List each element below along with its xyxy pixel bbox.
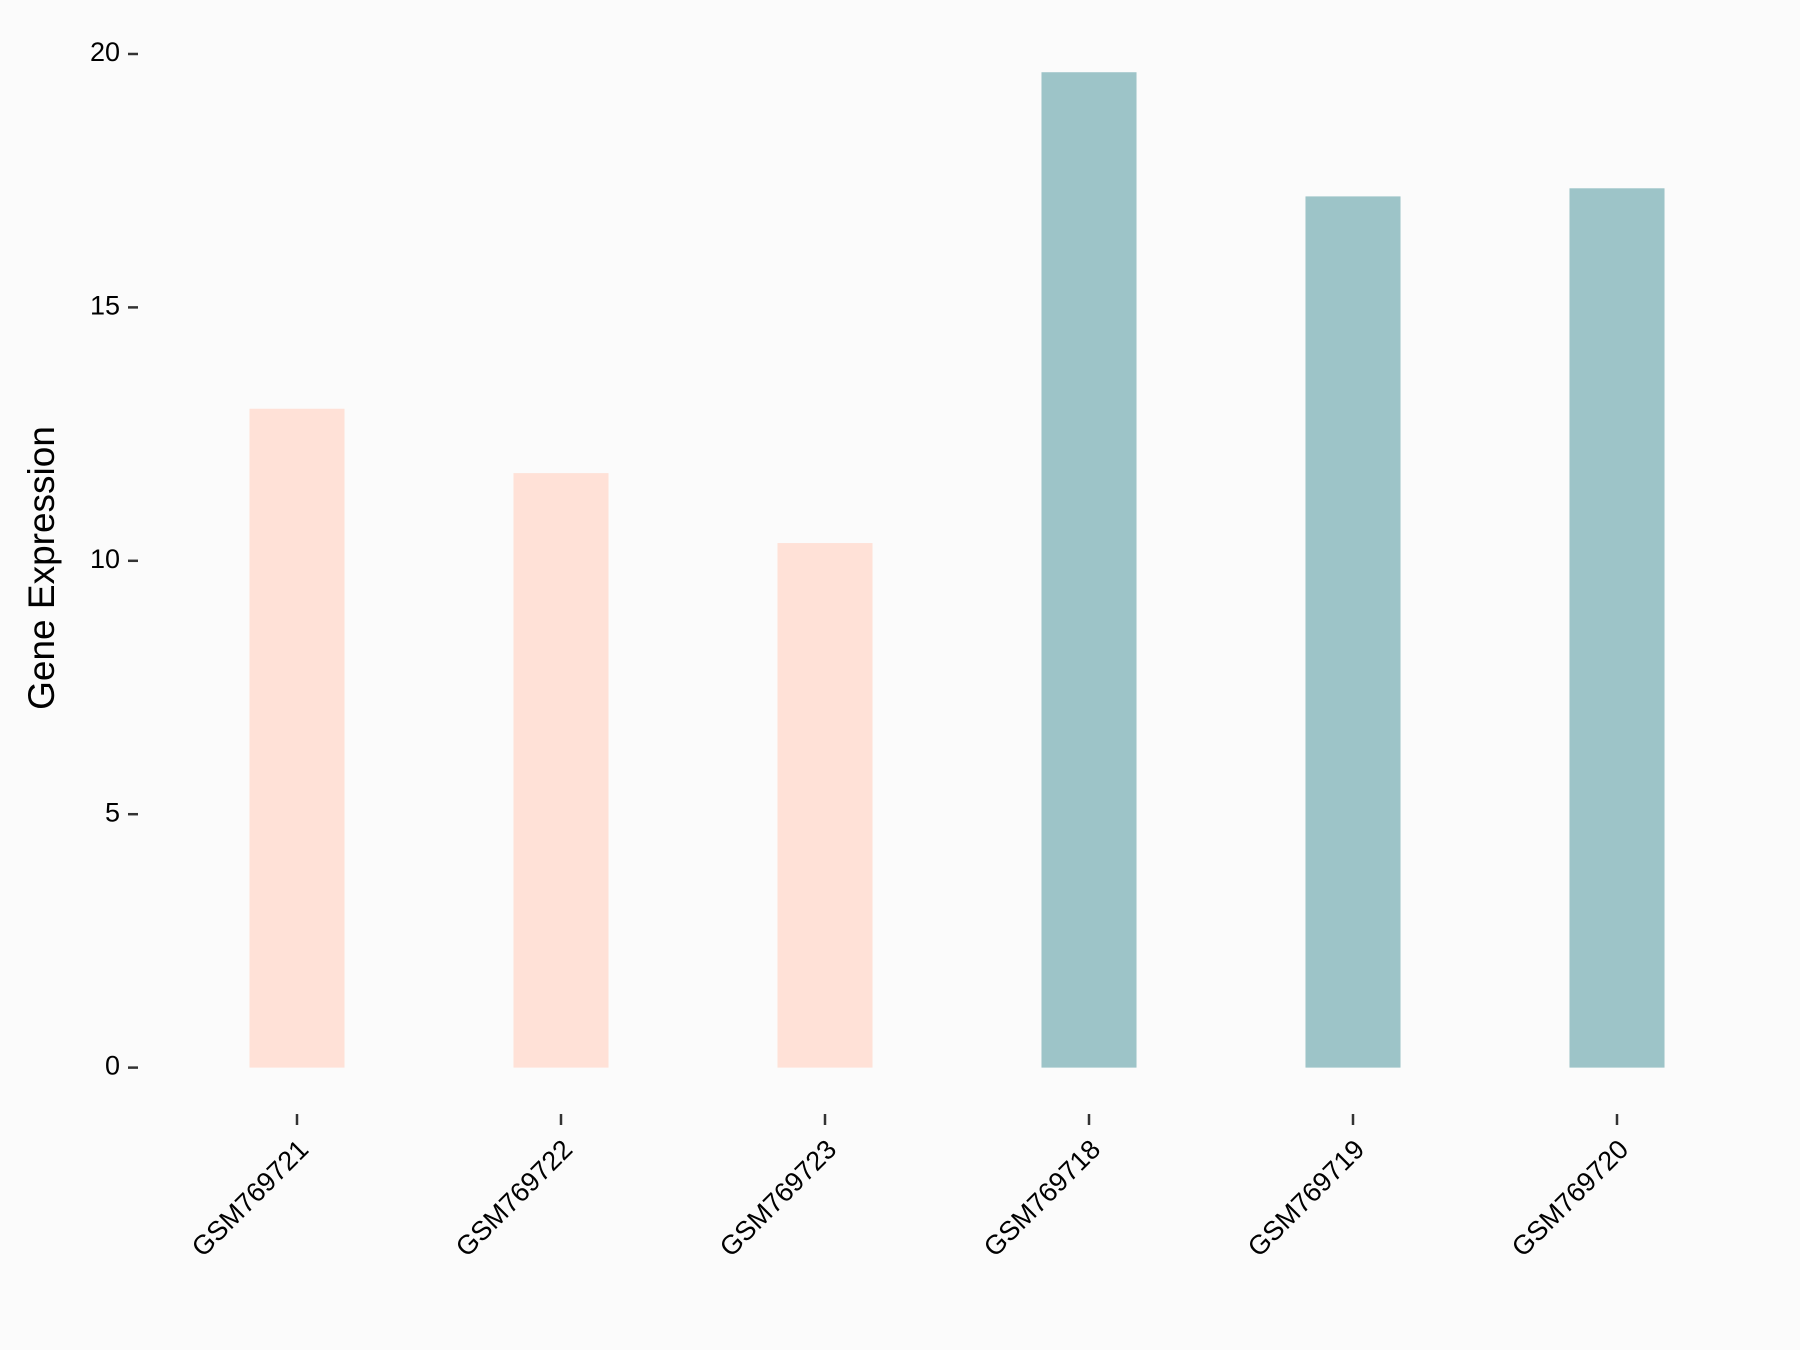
bar <box>1569 188 1665 1068</box>
bar <box>1305 196 1401 1068</box>
bar <box>1041 72 1137 1068</box>
y-tick-label: 15 <box>90 291 120 321</box>
y-tick-label: 10 <box>90 544 120 574</box>
y-tick-label: 20 <box>90 37 120 67</box>
y-axis-label: Gene Expression <box>21 426 62 710</box>
y-tick-label: 0 <box>105 1051 120 1081</box>
bar <box>249 408 345 1068</box>
bar <box>777 543 873 1068</box>
y-tick-label: 5 <box>105 797 120 827</box>
bar <box>513 473 609 1068</box>
